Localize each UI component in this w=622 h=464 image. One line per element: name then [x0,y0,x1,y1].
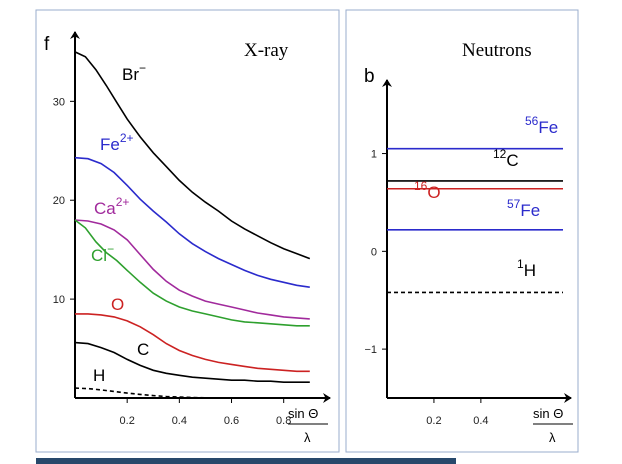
xray-label-ca: Ca2+ [94,195,129,218]
neutron-label-fe57: 57Fe [507,197,540,220]
xray-xlabel-top: sin Θ [288,406,318,421]
xray-series-group [74,51,311,399]
neutron-series-group [387,147,563,294]
xray-ytick-label: 10 [53,294,65,306]
xray-label-h: H [93,366,105,385]
neutron-panel-letter: b [364,66,375,87]
xray-label-cl: Cl− [91,242,114,265]
xray-title: X-ray [244,40,289,61]
neutron-xlabel-bottom: λ [549,430,556,445]
xray-ticks: 0.2 0.4 0.6 0.8 10 20 30 [53,96,292,427]
xray-panel-frame [35,9,340,453]
neutron-label-c12: 12C [493,147,519,170]
xray-ytick-label: 20 [53,195,65,207]
neutron-label-fe56: 56Fe [525,114,558,137]
xray-series-cl [74,219,310,327]
xray-label-c: C [137,340,149,359]
neutron-label-o16: 16O [414,179,441,202]
xray-series-br [74,51,311,260]
neutron-panel-frame [345,9,579,453]
xray-xtick-label: 0.8 [276,415,291,427]
xray-series-ca [74,219,310,320]
xray-xlabel-bottom: λ [304,430,311,445]
xray-xtick-label: 0.4 [172,415,187,427]
xray-ytick-label: 30 [53,96,65,108]
xray-series-h [74,387,206,399]
xray-label-br: Br− [122,61,146,84]
neutron-title: Neutrons [462,40,532,61]
neutron-ticks: 0.2 0.4 −1 0 1 [364,149,488,427]
xray-series-o [75,313,310,373]
xray-xtick-label: 0.2 [120,415,135,427]
neutron-label-h1: 1H [517,257,536,280]
neutron-xtick-label: 0.2 [426,415,441,427]
xray-label-o: O [111,295,124,314]
neutron-ytick-label: 1 [371,149,377,161]
xray-label-fe: Fe2+ [100,131,134,154]
neutron-ytick-label: 0 [371,246,377,258]
neutron-xtick-label: 0.4 [473,415,488,427]
neutron-chart: b Neutrons 0.2 0.4−101 56Fe 12C 16O 57Fe … [364,40,573,445]
xray-xtick-label: 0.6 [224,415,239,427]
xray-panel-letter: f [44,34,50,55]
xray-chart: f X-ray 0.2 0.4 0.6 0.8 10 20 30 Br− Fe2+ Ca2+… [44,31,331,445]
bottom-accent-bar [36,458,456,464]
xray-series-c [74,341,310,384]
neutron-ytick-label: −1 [364,344,377,356]
xray-series-fe [74,156,310,288]
neutron-xlabel-top: sin Θ [533,406,563,421]
